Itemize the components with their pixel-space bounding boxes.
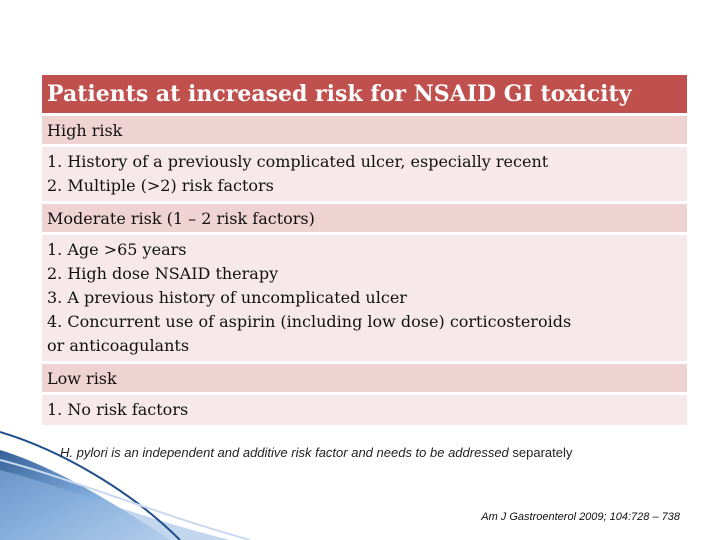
section-label-row-high: High risk [42,114,687,147]
list-item: 1. History of a previously complicated u… [47,152,549,171]
section-label-moderate-risk: Moderate risk (1 – 2 risk factors) [42,202,687,235]
citation: Am J Gastroenterol 2009; 104:728 – 738 [481,511,680,523]
list-item: 2. High dose NSAID therapy [47,264,279,283]
footnote-rest-text: separately [508,445,573,460]
section-label-high-risk: High risk [42,114,687,147]
section-items-low-risk: 1. No risk factors [42,393,687,428]
section-items-high-risk: 1. History of a previously complicated u… [42,145,687,204]
list-item: or anticoagulants [47,336,190,355]
corner-wave-decoration [0,431,251,540]
section-items-row-moderate: 1. Age >65 years 2. High dose NSAID ther… [42,233,687,364]
table-header-row: Patients at increased risk for NSAID GI … [42,75,687,116]
footnote: H. pylori is an independent and additive… [60,444,580,461]
list-item: 1. Age >65 years [47,240,187,259]
section-items-row-high: 1. History of a previously complicated u… [42,145,687,204]
footnote-italic-text: H. pylori is an independent and additive… [60,445,509,460]
list-item: 2. Multiple (>2) risk factors [47,176,274,195]
list-item: 4. Concurrent use of aspirin (including … [47,312,572,331]
section-items-moderate-risk: 1. Age >65 years 2. High dose NSAID ther… [42,233,687,364]
table-header: Patients at increased risk for NSAID GI … [42,75,687,116]
risk-table: Patients at increased risk for NSAID GI … [42,75,687,428]
section-label-low-risk: Low risk [42,362,687,395]
section-label-row-moderate: Moderate risk (1 – 2 risk factors) [42,202,687,235]
section-label-row-low: Low risk [42,362,687,395]
list-item: 1. No risk factors [47,400,189,419]
list-item: 3. A previous history of uncomplicated u… [47,288,407,307]
section-items-row-low: 1. No risk factors [42,393,687,428]
